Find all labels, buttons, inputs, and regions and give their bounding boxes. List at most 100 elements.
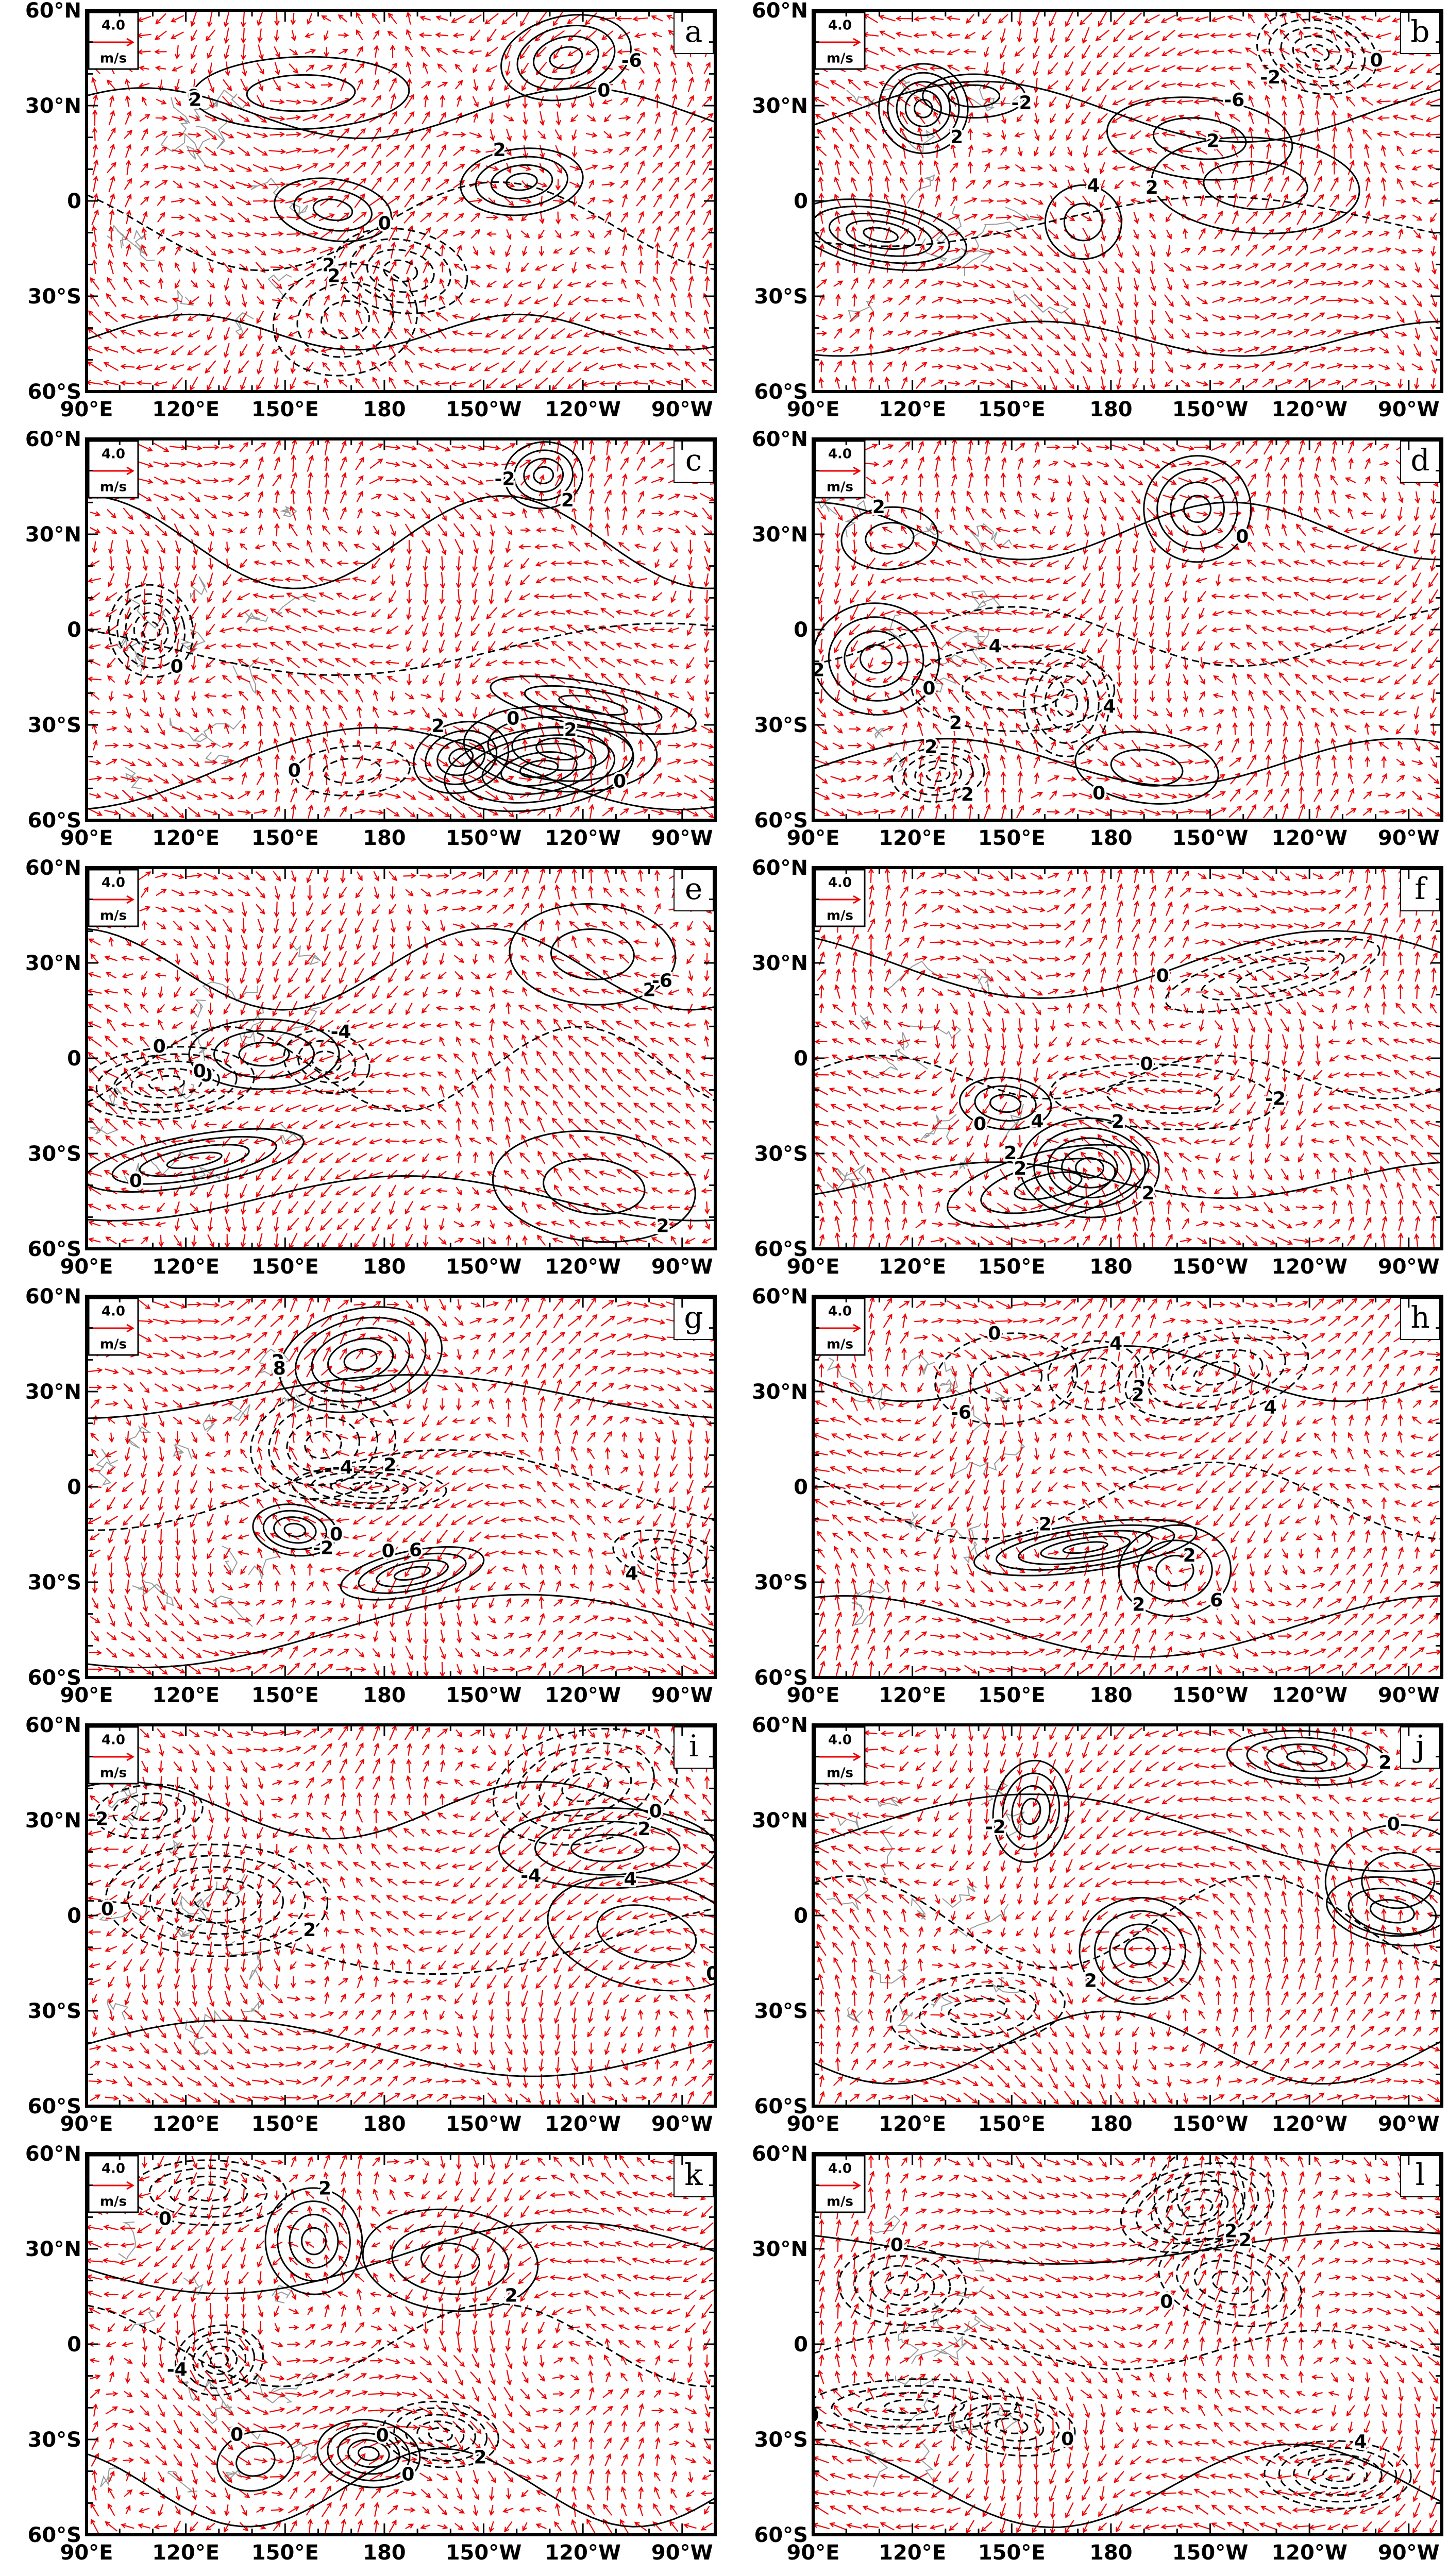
contour-line bbox=[813, 929, 1442, 999]
x-tick-label: 120°E bbox=[879, 1684, 946, 1707]
x-tick-label: 120°W bbox=[1271, 826, 1348, 850]
contour-line bbox=[813, 2329, 1442, 2370]
contour-line bbox=[87, 1781, 715, 1840]
contour-line bbox=[813, 206, 950, 264]
contour-label: 0 bbox=[382, 1541, 395, 1562]
contour-line bbox=[813, 196, 1442, 247]
contour-line bbox=[1022, 649, 1110, 757]
contour-line bbox=[962, 667, 1065, 711]
contour-line bbox=[1120, 2162, 1275, 2253]
reference-unit: m/s bbox=[827, 480, 853, 495]
contour-line bbox=[513, 449, 574, 501]
contour-line bbox=[1326, 1876, 1442, 1946]
y-tick-label: 30°S bbox=[754, 714, 808, 737]
contour-line bbox=[904, 90, 942, 127]
x-tick-label: 120°W bbox=[545, 398, 621, 421]
y-tick-label: 30°S bbox=[754, 1571, 808, 1595]
contour-label: 0 bbox=[890, 2235, 903, 2256]
y-tick-label: 30°N bbox=[752, 1380, 808, 1404]
x-tick-label: 90°E bbox=[60, 2541, 113, 2565]
contour-label: -2 bbox=[88, 1808, 108, 1829]
contour-line bbox=[813, 2010, 1442, 2085]
contour-line bbox=[337, 2432, 400, 2475]
panel-label: l bbox=[1416, 2157, 1425, 2192]
panel-content: 0 2 0 2 4 -4 -2 8 6 bbox=[87, 1296, 715, 1677]
x-tick-label: 180 bbox=[1089, 398, 1133, 421]
contour-line bbox=[570, 1834, 645, 1862]
reference-arrow bbox=[819, 895, 861, 904]
contour-line bbox=[813, 320, 1442, 357]
x-tick-label: 90°E bbox=[60, 2112, 113, 2136]
contour-line bbox=[343, 1348, 378, 1371]
contour-line bbox=[492, 1130, 696, 1243]
reference-unit: m/s bbox=[827, 1766, 853, 1781]
contour-line bbox=[87, 1175, 715, 1222]
contour-line bbox=[1106, 96, 1293, 181]
contour-line bbox=[1044, 184, 1122, 260]
contour-line bbox=[948, 2395, 1076, 2457]
contour-line bbox=[902, 753, 974, 796]
contour-line bbox=[1292, 35, 1342, 70]
contour-label: 0 bbox=[171, 656, 183, 677]
contour-line bbox=[1075, 1157, 1104, 1179]
reference-value: 4.0 bbox=[828, 2161, 852, 2177]
x-tick-label: 90°W bbox=[1378, 2541, 1440, 2565]
contour-line bbox=[524, 685, 663, 725]
contour-line bbox=[283, 1522, 307, 1537]
contour-line bbox=[1156, 468, 1238, 550]
contour-line bbox=[973, 1518, 1198, 1577]
contour-line bbox=[1143, 455, 1252, 563]
contour-line bbox=[87, 181, 715, 272]
contour-line bbox=[130, 1801, 168, 1821]
contour-line bbox=[166, 1151, 223, 1170]
panel-label-box bbox=[1400, 869, 1440, 911]
contour-line bbox=[381, 2400, 499, 2468]
contour-line bbox=[87, 726, 715, 811]
x-tick-label: 150°E bbox=[251, 1255, 319, 1279]
contour-line bbox=[813, 606, 1442, 667]
contour-line bbox=[87, 2020, 715, 2077]
contour-line bbox=[277, 2200, 351, 2282]
x-tick-label: 120°E bbox=[152, 398, 220, 421]
contour-line bbox=[919, 1985, 1037, 2038]
x-tick-label: 150°E bbox=[251, 2112, 319, 2136]
contour-label: 2 bbox=[474, 2447, 486, 2468]
y-tick-label: 60°N bbox=[25, 1714, 81, 1737]
y-tick-label: 60°S bbox=[754, 1666, 808, 1690]
y-tick-label: 0 bbox=[794, 1047, 808, 1071]
panel-label: e bbox=[685, 871, 702, 906]
contour-line bbox=[333, 227, 468, 314]
tick-marks bbox=[812, 438, 1443, 821]
x-tick-label: 90°E bbox=[787, 826, 840, 850]
panel-label-box bbox=[1400, 1298, 1440, 1340]
contour-label: 2 bbox=[1133, 1377, 1146, 1398]
contour-line bbox=[1369, 1899, 1415, 1924]
contour-label: 2 bbox=[383, 1455, 396, 1476]
contour-line bbox=[463, 705, 658, 793]
y-tick-label: 30°N bbox=[25, 1380, 81, 1404]
contour-label: 2 bbox=[1146, 177, 1158, 198]
reference-value: 4.0 bbox=[102, 447, 125, 462]
contour-line bbox=[1093, 1910, 1187, 1992]
reference-arrow bbox=[93, 38, 134, 47]
x-tick-label: 180 bbox=[1089, 2541, 1133, 2565]
contour-label: 2 bbox=[1183, 1545, 1196, 1566]
panel-label-box bbox=[1400, 440, 1440, 483]
contour-label: 0 bbox=[613, 771, 626, 792]
y-tick-label: 60°S bbox=[28, 2523, 81, 2547]
x-tick-label: 150°E bbox=[251, 826, 319, 850]
contour-line bbox=[286, 1417, 360, 1473]
y-tick-label: 60°S bbox=[28, 1238, 81, 1261]
contour-label: 2 bbox=[961, 784, 974, 805]
x-tick-label: 120°E bbox=[879, 2541, 946, 2565]
y-tick-label: 30°N bbox=[752, 523, 808, 547]
contour-line bbox=[813, 501, 1442, 561]
reference-arrow bbox=[819, 38, 861, 47]
contour-line bbox=[878, 63, 969, 155]
contour-line bbox=[327, 1337, 394, 1382]
y-tick-label: 0 bbox=[67, 618, 81, 642]
contour-line bbox=[111, 1136, 277, 1185]
